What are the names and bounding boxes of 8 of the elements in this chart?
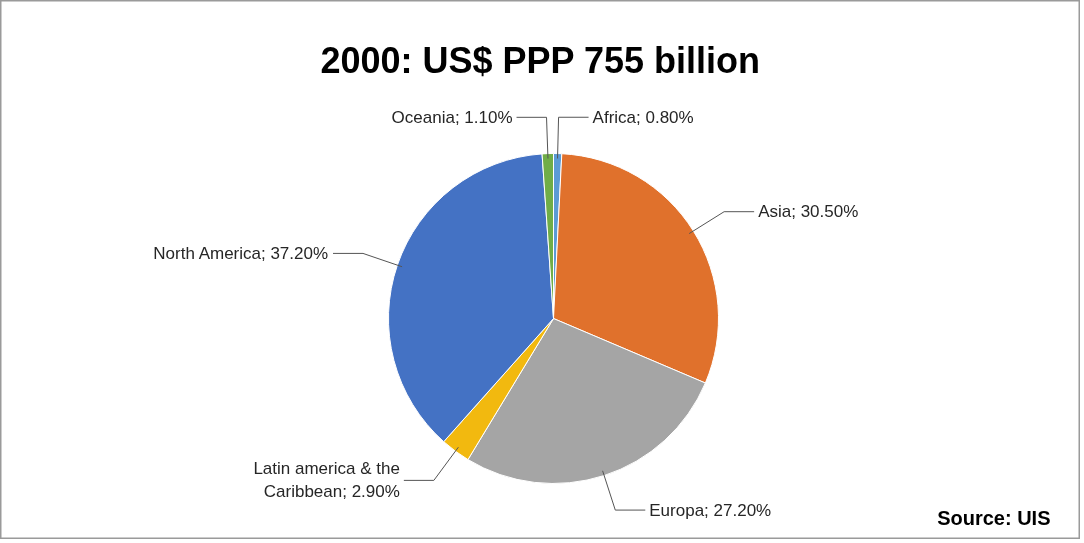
slice-label: Oceania; 1.10% [391, 107, 513, 127]
slice-label: Latin america & the Caribbean; 2.90% [253, 459, 400, 502]
slice-label: Europa; 27.20% [649, 500, 772, 520]
slice-label: Africa; 0.80% [592, 107, 694, 127]
chart-title: 2000: US$ PPP 755 billion [320, 40, 760, 81]
source-note: Source: UIS [937, 506, 1051, 529]
slice-label: Asia; 30.50% [758, 202, 859, 222]
slice-label: North America; 37.20% [153, 243, 329, 263]
